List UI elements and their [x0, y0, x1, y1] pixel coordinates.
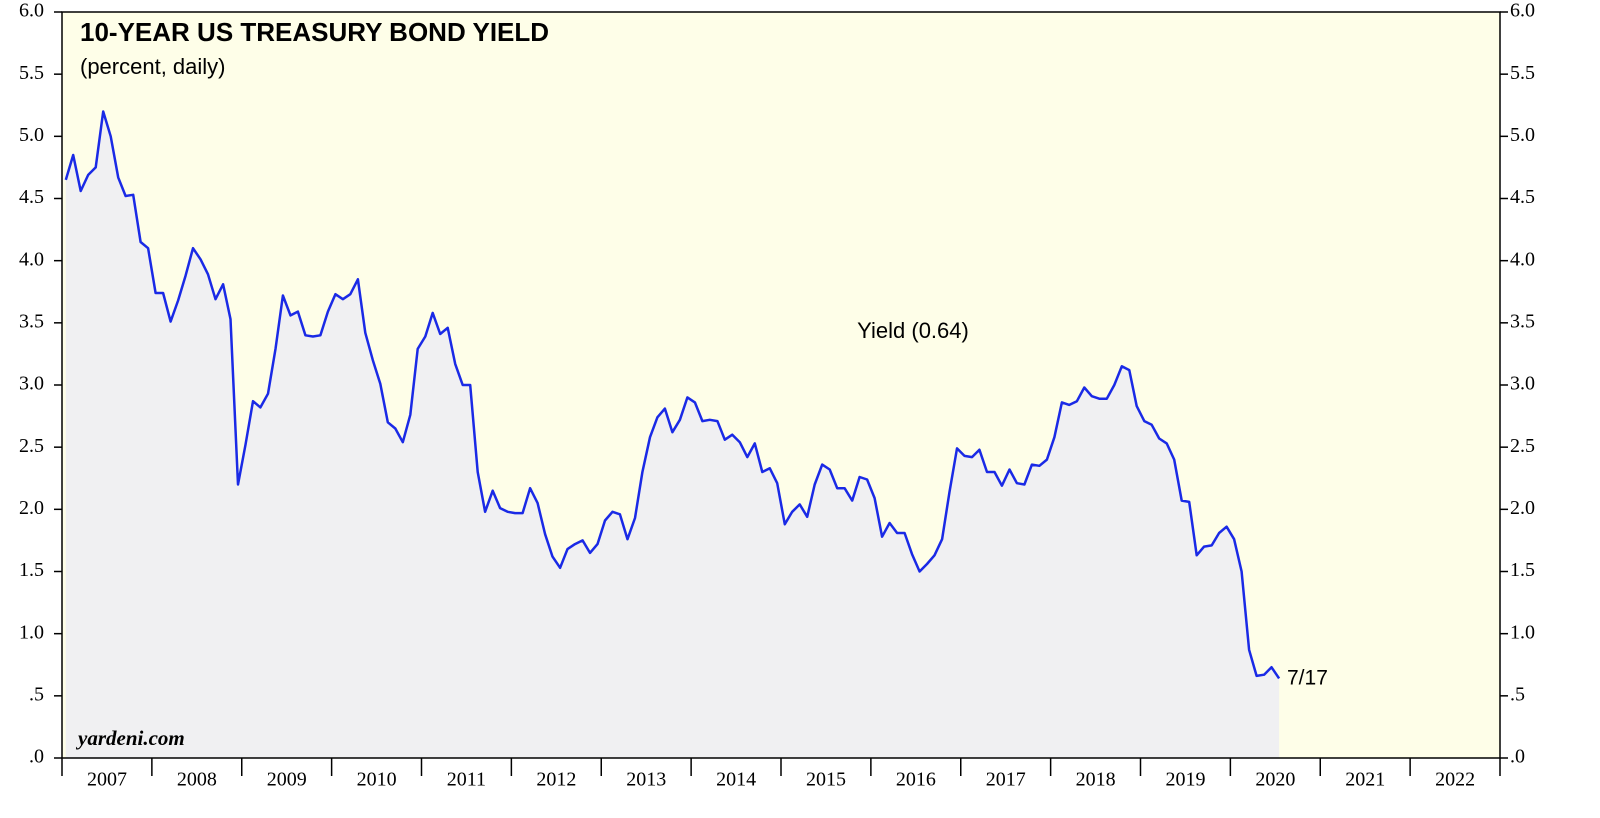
line [64, 110, 1281, 680]
x-tick-label: 2008 [177, 769, 217, 791]
x-tick-label: 2017 [986, 769, 1026, 791]
y2-tick-label: 6.0 [1510, 0, 1535, 22]
y2-tick-label: 2.5 [1510, 435, 1535, 457]
series-label: Yield (0.64) [857, 318, 969, 343]
y-tick-label: 3.5 [19, 310, 44, 332]
y2-tick-label: 2.0 [1510, 497, 1535, 519]
y-tick-label: .0 [29, 746, 44, 768]
x-tick-label: 2020 [1255, 769, 1295, 791]
x-tick-label: 2010 [357, 769, 397, 791]
x-tick-label: 2012 [536, 769, 576, 791]
x-tick-label: 2019 [1165, 769, 1205, 791]
y2-tick-label: 4.0 [1510, 248, 1535, 270]
x-tick-label: 2018 [1076, 769, 1116, 791]
x-tick-label: 2009 [267, 769, 307, 791]
y2-tick-label: 1.5 [1510, 559, 1535, 581]
y-tick-label: 1.0 [19, 621, 44, 643]
y2-tick-label: 3.5 [1510, 310, 1535, 332]
y-tick-label: 5.0 [19, 124, 44, 146]
y-tick-label: 3.0 [19, 373, 44, 395]
chart-subtitle: (percent, daily) [80, 54, 226, 79]
y-tick-label: 1.5 [19, 559, 44, 581]
y2-tick-label: 5.0 [1510, 124, 1535, 146]
x-tick-label: 2013 [626, 769, 666, 791]
x-tick-label: 2016 [896, 769, 936, 791]
end-date-label: 7/17 [1287, 667, 1328, 690]
y2-tick-label: .0 [1510, 746, 1525, 768]
y2-tick-label: .5 [1510, 683, 1525, 705]
y2-tick-label: 3.0 [1510, 373, 1535, 395]
x-tick-label: 2022 [1435, 769, 1475, 791]
y-tick-label: 2.0 [19, 497, 44, 519]
y-tick-label: 2.5 [19, 435, 44, 457]
y-tick-label: 4.5 [19, 186, 44, 208]
y-tick-label: 4.0 [19, 248, 44, 270]
x-tick-label: 2011 [447, 769, 486, 791]
y-tick-label: 6.0 [19, 0, 44, 22]
source-label: yardeni.com [75, 726, 185, 750]
y2-tick-label: 5.5 [1510, 62, 1535, 84]
x-tick-label: 2007 [87, 769, 127, 791]
x-tick-label: 2014 [716, 769, 756, 791]
y2-tick-label: 1.0 [1510, 621, 1535, 643]
y-tick-label: 5.5 [19, 62, 44, 84]
chart-title: 10-YEAR US TREASURY BOND YIELD [80, 17, 549, 47]
area [65, 111, 1280, 758]
y2-tick-label: 4.5 [1510, 186, 1535, 208]
x-tick-label: 2015 [806, 769, 846, 791]
marks [64, 110, 1281, 758]
x-tick-label: 2021 [1345, 769, 1385, 791]
y-tick-label: .5 [29, 683, 44, 705]
